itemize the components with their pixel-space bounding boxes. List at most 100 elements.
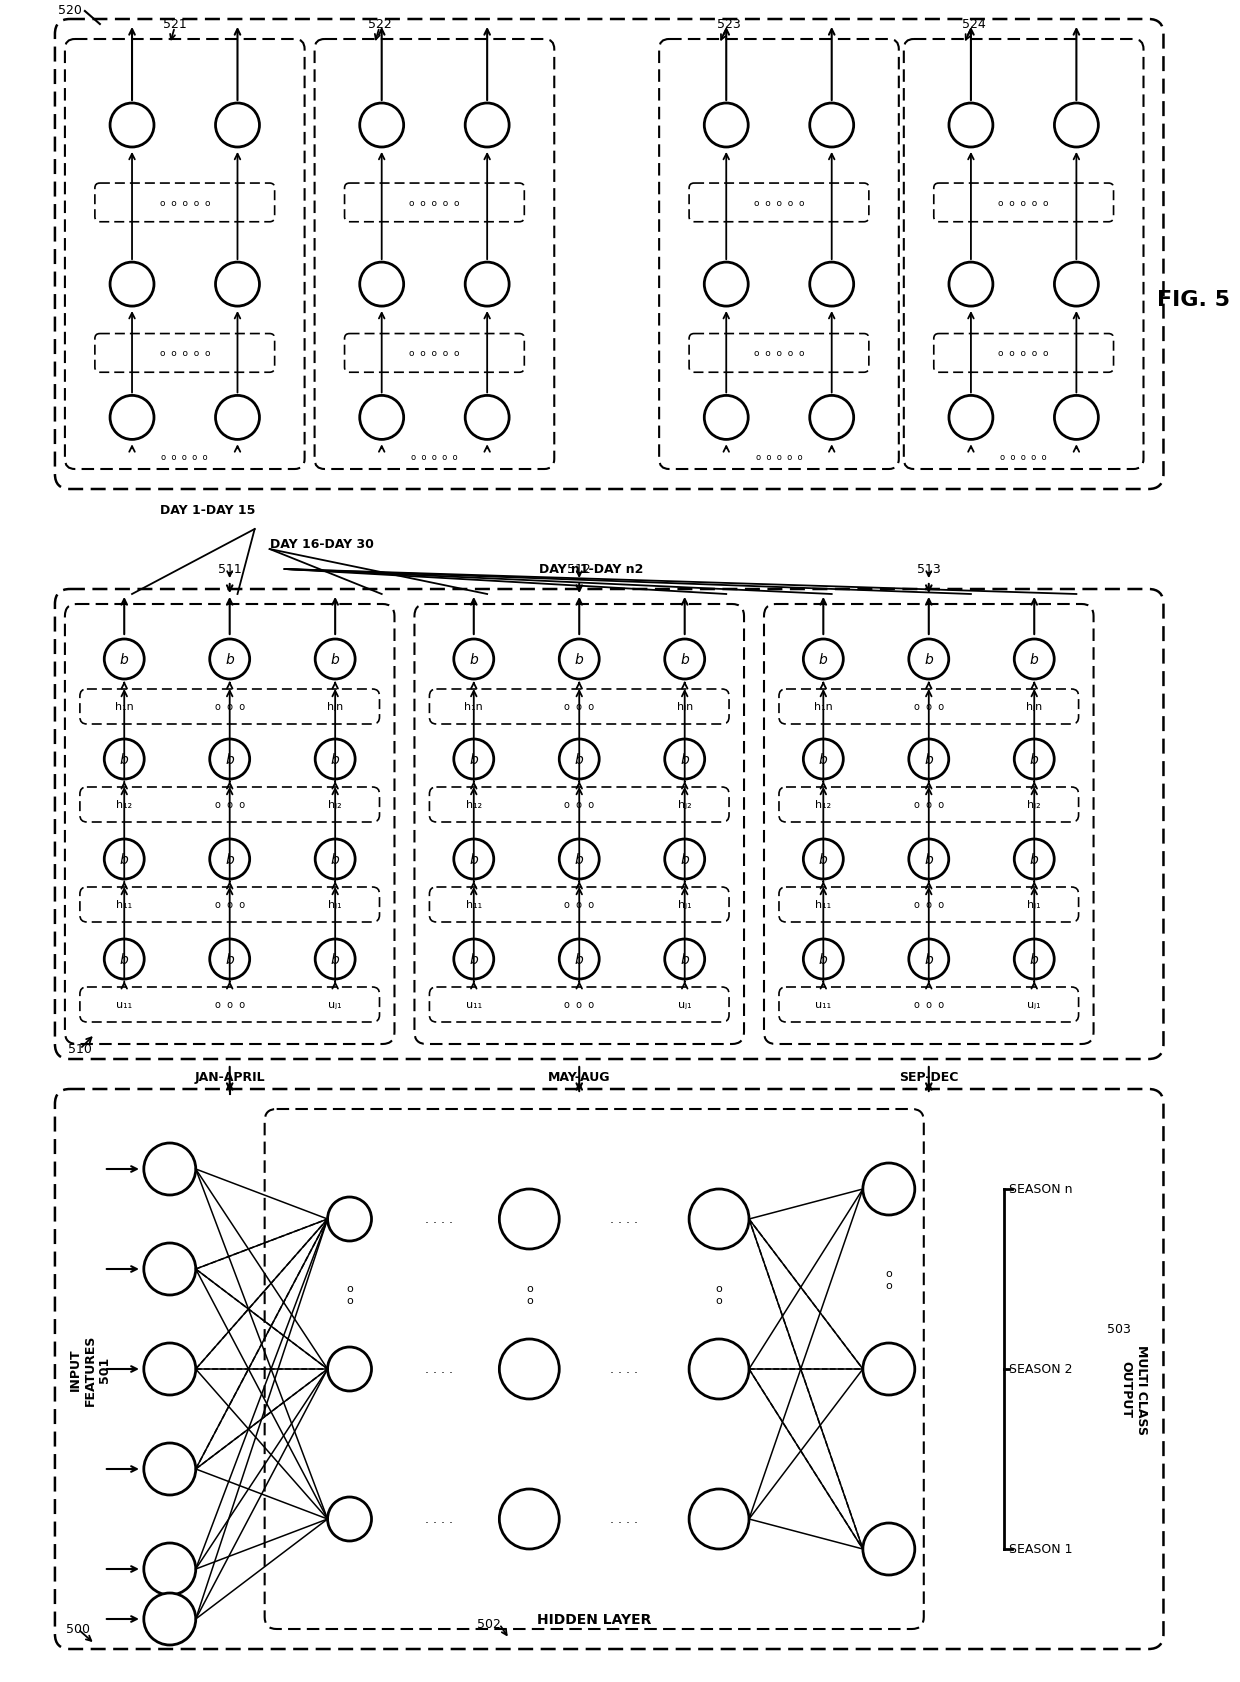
Circle shape	[909, 740, 949, 779]
Text: o  o  o  o  o: o o o o o	[161, 452, 208, 461]
Circle shape	[909, 639, 949, 680]
Text: 524: 524	[962, 19, 986, 32]
Text: o  o  o  o  o: o o o o o	[160, 350, 210, 358]
Circle shape	[315, 740, 355, 779]
Text: o  o  o: o o o	[215, 900, 244, 910]
Text: o  o  o  o  o: o o o o o	[998, 198, 1049, 209]
Text: o  o  o: o o o	[914, 801, 944, 811]
Circle shape	[144, 1443, 196, 1495]
Text: b: b	[120, 653, 129, 666]
Text: hⱼn: hⱼn	[327, 701, 343, 711]
Text: 522: 522	[367, 19, 392, 32]
Text: HIDDEN LAYER: HIDDEN LAYER	[537, 1611, 651, 1626]
Text: INPUT
FEATURES
501: INPUT FEATURES 501	[68, 1334, 112, 1404]
Text: b: b	[226, 853, 234, 866]
Text: b: b	[681, 853, 689, 866]
Text: u₁₁: u₁₁	[117, 999, 133, 1009]
Text: 510: 510	[68, 1043, 92, 1056]
Text: . . . .: . . . .	[425, 1362, 454, 1376]
Text: h₁₂: h₁₂	[466, 801, 482, 811]
Circle shape	[704, 104, 748, 148]
Circle shape	[1054, 397, 1099, 441]
Circle shape	[315, 639, 355, 680]
Text: hⱼ₂: hⱼ₂	[1028, 801, 1042, 811]
Circle shape	[110, 104, 154, 148]
Circle shape	[863, 1524, 915, 1574]
Text: b: b	[120, 952, 129, 967]
Text: o
o: o o	[526, 1283, 533, 1305]
Text: o  o  o: o o o	[564, 801, 594, 811]
Text: uⱼ₁: uⱼ₁	[329, 999, 342, 1009]
Text: o
o: o o	[715, 1283, 723, 1305]
Text: 520: 520	[58, 3, 82, 17]
Text: o
o: o o	[346, 1283, 353, 1305]
Circle shape	[810, 397, 853, 441]
Text: 521: 521	[162, 19, 187, 32]
Circle shape	[559, 639, 599, 680]
Text: o  o  o  o  o: o o o o o	[160, 198, 210, 209]
Text: o
o: o o	[885, 1268, 893, 1290]
Text: o  o  o: o o o	[914, 900, 944, 910]
Circle shape	[465, 397, 510, 441]
Text: b: b	[924, 853, 934, 866]
Text: DAY n1-DAY n2: DAY n1-DAY n2	[539, 563, 644, 577]
Circle shape	[1054, 104, 1099, 148]
Circle shape	[909, 839, 949, 880]
Text: o  o  o  o  o: o o o o o	[998, 350, 1049, 358]
Text: h₁₁: h₁₁	[117, 900, 133, 910]
Text: o  o  o  o  o: o o o o o	[754, 198, 805, 209]
Circle shape	[863, 1164, 915, 1216]
Text: MULTI CLASS
OUTPUT: MULTI CLASS OUTPUT	[1120, 1344, 1147, 1435]
Text: hⱼn: hⱼn	[677, 701, 693, 711]
Circle shape	[210, 639, 249, 680]
Circle shape	[559, 740, 599, 779]
Text: hⱼ₁: hⱼ₁	[329, 900, 342, 910]
Text: h₁₂: h₁₂	[117, 801, 133, 811]
Circle shape	[144, 1144, 196, 1196]
Circle shape	[949, 104, 993, 148]
Circle shape	[465, 104, 510, 148]
Text: o  o  o: o o o	[564, 900, 594, 910]
Text: b: b	[1030, 853, 1039, 866]
Text: u₁₁: u₁₁	[815, 999, 831, 1009]
Circle shape	[360, 397, 404, 441]
Text: JAN-APRIL: JAN-APRIL	[195, 1071, 265, 1083]
Text: h₁n: h₁n	[465, 701, 484, 711]
Circle shape	[315, 940, 355, 979]
Circle shape	[949, 397, 993, 441]
Text: b: b	[681, 653, 689, 666]
Circle shape	[804, 639, 843, 680]
Circle shape	[559, 940, 599, 979]
Circle shape	[689, 1489, 749, 1549]
Text: hⱼ₂: hⱼ₂	[678, 801, 692, 811]
Text: b: b	[226, 653, 234, 666]
Text: SEASON 1: SEASON 1	[1008, 1542, 1073, 1556]
Text: uⱼ₁: uⱼ₁	[1028, 999, 1042, 1009]
Text: o  o  o: o o o	[215, 801, 244, 811]
Circle shape	[144, 1344, 196, 1394]
Circle shape	[810, 262, 853, 306]
Text: b: b	[575, 853, 584, 866]
Circle shape	[216, 104, 259, 148]
Text: hⱼ₁: hⱼ₁	[1028, 900, 1042, 910]
Text: 511: 511	[218, 563, 242, 577]
Text: 502: 502	[477, 1618, 501, 1630]
Text: o  o  o: o o o	[914, 999, 944, 1009]
Circle shape	[863, 1344, 915, 1394]
Text: 523: 523	[717, 19, 742, 32]
Text: hⱼ₁: hⱼ₁	[678, 900, 692, 910]
Text: b: b	[575, 952, 584, 967]
Text: b: b	[1030, 952, 1039, 967]
Circle shape	[810, 104, 853, 148]
Text: b: b	[1030, 653, 1039, 666]
Text: o  o  o  o  o: o o o o o	[409, 350, 460, 358]
Text: h₁₂: h₁₂	[815, 801, 831, 811]
Circle shape	[104, 839, 144, 880]
Circle shape	[315, 839, 355, 880]
Circle shape	[704, 397, 748, 441]
Circle shape	[210, 839, 249, 880]
Circle shape	[500, 1189, 559, 1250]
Text: SEP-DEC: SEP-DEC	[899, 1071, 959, 1083]
Text: b: b	[470, 752, 479, 767]
Circle shape	[360, 262, 404, 306]
